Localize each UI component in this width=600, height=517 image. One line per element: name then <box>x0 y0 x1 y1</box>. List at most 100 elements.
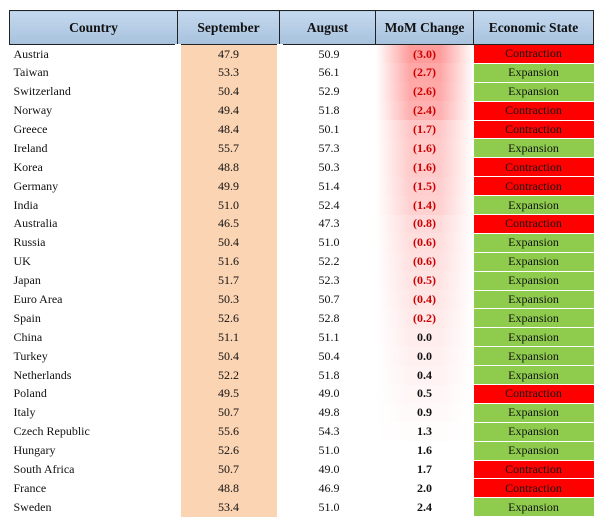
table-row: Switzerland 50.4 52.9 (2.6) Expansion <box>10 82 594 102</box>
september-cell: 47.9 <box>174 44 283 64</box>
august-cell: 50.9 <box>318 46 340 61</box>
country-cell: Russia <box>13 235 46 250</box>
august-cell: 50.3 <box>318 159 340 174</box>
country-cell: Switzerland <box>13 84 71 99</box>
table-row: Spain 52.6 52.8 (0.2) Expansion <box>10 308 594 329</box>
september-cell: 50.4 <box>174 82 283 102</box>
august-cell: 51.8 <box>318 367 340 382</box>
country-cell: Austria <box>13 46 49 61</box>
september-cell: 52.2 <box>174 365 283 385</box>
economic-state-badge: Expansion <box>473 290 594 310</box>
august-cell: 51.8 <box>318 103 340 118</box>
country-cell: Taiwan <box>13 65 49 80</box>
august-cell: 49.0 <box>318 386 340 401</box>
august-cell: 51.0 <box>318 443 340 458</box>
september-cell: 50.3 <box>174 290 283 309</box>
september-cell: 52.6 <box>174 441 283 461</box>
table-row: France 48.8 46.9 2.0 Contraction <box>10 478 594 499</box>
mom-change-cell: (2.4) <box>375 101 474 121</box>
table-row: Netherlands 52.2 51.8 0.4 Expansion <box>10 365 594 386</box>
economic-state-badge: Contraction <box>473 101 594 121</box>
economic-state-badge: Contraction <box>473 384 594 404</box>
country-cell: Italy <box>13 405 36 420</box>
country-cell: Turkey <box>13 348 48 363</box>
economic-state-badge: Expansion <box>473 63 594 83</box>
september-cell: 49.9 <box>174 176 283 196</box>
header-country: Country <box>9 10 178 45</box>
table-row: Norway 49.4 51.8 (2.4) Contraction <box>10 101 594 121</box>
header-august: August <box>279 10 376 45</box>
country-cell: Norway <box>13 103 53 118</box>
table-row: Korea 48.8 50.3 (1.6) Contraction <box>10 157 594 178</box>
mom-change-cell: 2.4 <box>375 497 474 517</box>
august-cell: 49.0 <box>318 462 340 477</box>
september-cell: 49.5 <box>174 384 283 404</box>
economic-state-badge: Expansion <box>473 403 594 423</box>
august-cell: 51.0 <box>318 499 340 514</box>
table-row: Austria 47.9 50.9 (3.0) Contraction <box>10 44 594 64</box>
table-row: UK 51.6 52.2 (0.6) Expansion <box>10 252 594 272</box>
mom-change-cell: 1.3 <box>375 422 474 442</box>
september-cell: 53.4 <box>174 497 283 517</box>
header-row: Country September August MoM Change Econ… <box>9 10 594 45</box>
country-cell: South Africa <box>13 462 75 477</box>
economic-state-badge: Contraction <box>473 120 594 140</box>
mom-change-cell: (0.6) <box>375 252 474 272</box>
mom-change-cell: 0.5 <box>375 384 474 404</box>
pmi-table: Country September August MoM Change Econ… <box>9 10 594 517</box>
table-row: Ireland 55.7 57.3 (1.6) Expansion <box>10 138 594 159</box>
mom-change-cell: (0.2) <box>375 308 474 328</box>
september-cell: 53.3 <box>174 63 283 83</box>
september-cell: 52.6 <box>174 308 283 328</box>
september-cell: 50.4 <box>174 233 283 253</box>
august-cell: 52.8 <box>318 310 340 325</box>
table-row: Russia 50.4 51.0 (0.6) Expansion <box>10 233 594 253</box>
august-cell: 52.4 <box>318 197 340 212</box>
economic-state-badge: Contraction <box>473 157 594 178</box>
mom-change-cell: 0.4 <box>375 365 474 385</box>
august-cell: 52.2 <box>318 254 340 269</box>
august-cell: 52.9 <box>318 84 340 99</box>
economic-state-badge: Expansion <box>473 346 594 367</box>
mom-change-cell: (0.8) <box>375 214 474 234</box>
country-cell: Euro Area <box>13 292 63 307</box>
economic-state-badge: Expansion <box>473 271 594 291</box>
economic-state-badge: Expansion <box>473 422 594 442</box>
september-cell: 49.4 <box>174 101 283 121</box>
country-cell: Germany <box>13 178 59 193</box>
country-cell: Netherlands <box>13 367 72 382</box>
country-cell: Hungary <box>13 443 56 458</box>
economic-state-badge: Contraction <box>473 44 594 64</box>
mom-change-cell: 0.9 <box>375 403 474 423</box>
economic-state-badge: Expansion <box>473 497 594 517</box>
mom-change-cell: (1.6) <box>375 157 474 177</box>
september-cell: 55.7 <box>174 138 283 158</box>
economic-state-badge: Expansion <box>473 308 594 329</box>
table-row: Hungary 52.6 51.0 1.6 Expansion <box>10 441 594 461</box>
economic-state-badge: Expansion <box>473 82 594 102</box>
mom-change-cell: (0.5) <box>375 271 474 291</box>
august-cell: 49.8 <box>318 405 340 420</box>
september-cell: 51.1 <box>174 327 283 347</box>
country-cell: Poland <box>13 386 47 401</box>
economic-state-badge: Contraction <box>473 214 594 234</box>
country-cell: Spain <box>13 310 41 325</box>
table-row: South Africa 50.7 49.0 1.7 Contraction <box>10 460 594 480</box>
august-cell: 51.1 <box>318 329 340 344</box>
economic-state-badge: Expansion <box>473 138 594 159</box>
table-row: Greece 48.4 50.1 (1.7) Contraction <box>10 120 594 140</box>
table-row: India 51.0 52.4 (1.4) Expansion <box>10 195 594 216</box>
mom-change-cell: (0.4) <box>375 290 474 309</box>
country-cell: France <box>13 480 47 495</box>
september-cell: 55.6 <box>174 422 283 442</box>
august-cell: 52.3 <box>318 273 340 288</box>
table-body: Austria 47.9 50.9 (3.0) Contraction Taiwan 53.… <box>10 44 594 517</box>
mom-change-cell: (1.7) <box>375 120 474 139</box>
table-row: Czech Republic 55.6 54.3 1.3 Expansion <box>10 422 594 442</box>
country-cell: Korea <box>13 159 43 174</box>
country-cell: Sweden <box>13 499 52 514</box>
mom-change-cell: (2.7) <box>375 63 474 83</box>
august-cell: 51.0 <box>318 235 340 250</box>
august-cell: 57.3 <box>318 140 340 155</box>
table-row: Sweden 53.4 51.0 2.4 Expansion <box>10 497 594 517</box>
